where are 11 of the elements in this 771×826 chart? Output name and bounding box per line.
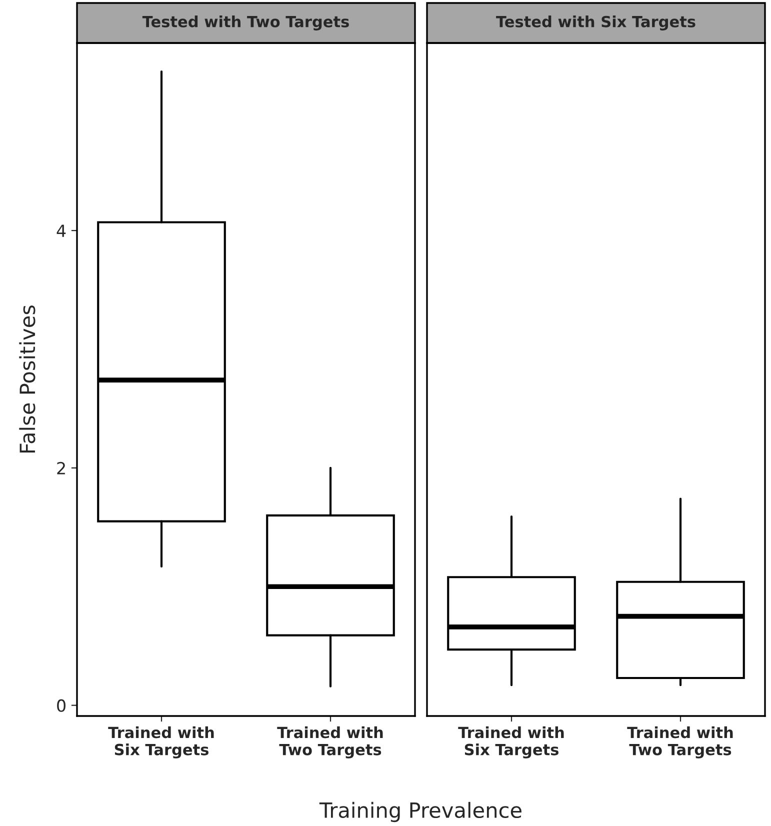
y-tick-label: 4: [56, 224, 66, 237]
y-tick-label: 0: [57, 699, 66, 712]
x-tick-label: Trained with Six Targets: [108, 726, 214, 758]
y-tick-label: 2: [57, 462, 65, 474]
x-axis-title: Training Prevalence: [319, 802, 522, 822]
x-tick-label: Trained with Two Targets: [277, 726, 383, 758]
y-axis-title: False Positives: [19, 305, 36, 452]
x-tick-label: Trained with Six Targets: [458, 726, 564, 758]
chart-title: Tested with Six Targets: [496, 16, 696, 30]
x-tick-label: Trained with Two Targets: [627, 726, 733, 758]
chart-title: Tested with Two Targets: [142, 16, 349, 30]
